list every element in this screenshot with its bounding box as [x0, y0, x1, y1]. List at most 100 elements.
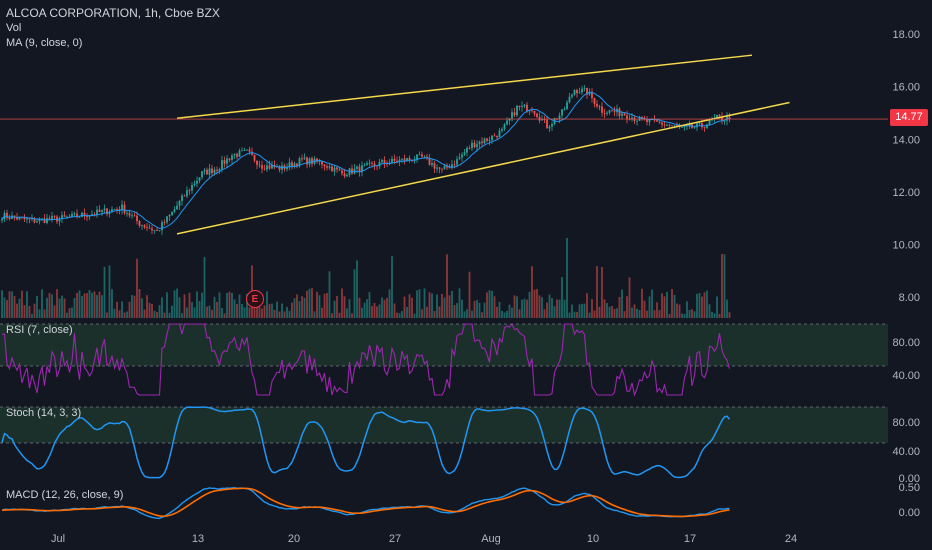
volume-bar: [403, 296, 406, 318]
volume-bar: [381, 297, 383, 318]
volume-bar: [618, 296, 621, 318]
volume-bar: [268, 303, 271, 318]
volume-bar: [451, 290, 453, 318]
chart-title: ALCOA CORPORATION, 1h, Cboe BZX: [6, 6, 220, 20]
candle: [608, 110, 611, 113]
candle: [1, 219, 3, 221]
volume-bar: [673, 294, 676, 318]
candle: [441, 168, 443, 170]
candle: [31, 218, 33, 220]
candle: [488, 139, 491, 141]
time-axis-tick: 20: [288, 533, 300, 545]
volume-bar: [428, 292, 431, 318]
volume-bar: [661, 293, 663, 318]
volume-bar: [503, 312, 506, 318]
candle: [216, 169, 218, 171]
candle: [408, 157, 411, 160]
volume-bar: [708, 304, 711, 318]
volume-bar: [713, 313, 716, 318]
candle: [153, 229, 156, 231]
volume-bar: [441, 293, 443, 318]
volume-bar: [231, 292, 233, 318]
candle: [136, 215, 138, 222]
candle: [98, 209, 101, 212]
candle: [168, 214, 171, 217]
time-axis-tick: 13: [192, 533, 204, 545]
volume-bar: [133, 295, 136, 318]
earnings-icon[interactable]: E: [246, 290, 264, 308]
volume-bar: [588, 312, 591, 318]
volume-bar: [323, 293, 326, 318]
volume-bar: [518, 309, 521, 318]
candle: [576, 89, 578, 94]
candle: [696, 123, 698, 128]
volume-bar: [86, 293, 88, 318]
volume-bar: [53, 305, 56, 318]
candle: [96, 209, 98, 215]
candle: [143, 225, 146, 228]
volume-bar: [656, 302, 658, 318]
price-axis-tick: 14.00: [892, 134, 920, 146]
candle: [33, 218, 36, 223]
volume-bar: [691, 309, 693, 318]
volume-bar: [466, 309, 468, 318]
volume-bar: [78, 290, 81, 318]
volume-bar: [61, 295, 63, 318]
candle: [166, 216, 168, 223]
volume-bar: [626, 296, 628, 318]
volume-bar: [416, 290, 418, 318]
candle: [491, 135, 493, 140]
candle: [328, 166, 331, 168]
volume-bar: [73, 297, 76, 318]
volume-bar: [298, 301, 301, 318]
candle: [498, 130, 501, 138]
candle: [223, 160, 226, 164]
candle: [293, 163, 296, 168]
candle: [343, 173, 346, 177]
volume-bar: [163, 312, 166, 318]
volume-bar: [71, 307, 73, 318]
candle: [536, 113, 538, 117]
candle: [48, 218, 51, 220]
candle: [248, 149, 251, 152]
candle: [373, 163, 376, 166]
volume-bar: [211, 309, 213, 318]
candle: [466, 147, 468, 153]
candle: [676, 125, 678, 127]
volume-bar: [183, 294, 186, 318]
candle: [151, 228, 153, 231]
volume-bar: [146, 295, 148, 318]
candle: [233, 153, 236, 156]
volume-bar: [88, 290, 91, 318]
candle: [323, 164, 326, 167]
volume-bar: [491, 290, 493, 318]
candle: [681, 127, 683, 128]
candle: [333, 167, 336, 172]
candle: [526, 104, 528, 112]
candle: [578, 92, 581, 94]
volume-bar: [358, 297, 361, 318]
volume-bar: [443, 297, 446, 318]
volume-bar: [38, 309, 41, 318]
volume-bar: [363, 302, 366, 318]
candle: [321, 161, 323, 165]
volume-bar: [401, 311, 403, 318]
candle: [86, 216, 88, 218]
volume-bar: [136, 258, 138, 318]
candle: [618, 108, 621, 116]
candle: [23, 217, 26, 220]
volume-bar: [151, 303, 153, 318]
volume-bar: [676, 303, 678, 318]
candle: [453, 164, 456, 166]
candle: [533, 110, 536, 114]
candle: [28, 218, 31, 220]
candle: [318, 161, 321, 163]
stoch-axis-tick: 80.00: [892, 417, 920, 429]
volume-bar: [693, 311, 696, 318]
volume-bar: [3, 297, 6, 318]
candle: [456, 159, 458, 165]
candle: [36, 221, 38, 223]
volume-bar: [528, 291, 531, 318]
volume-bar: [343, 296, 346, 318]
